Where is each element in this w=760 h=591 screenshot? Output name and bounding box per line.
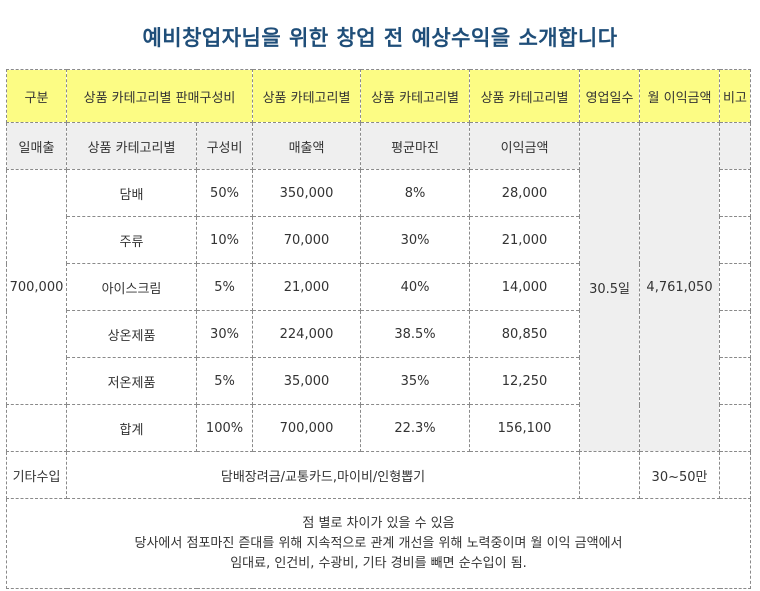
subheader-sales: 매출액 <box>252 122 362 170</box>
margin-cell: 30% <box>360 216 471 264</box>
header-business-days: 영업일수 <box>579 69 641 123</box>
total-profit: 156,100 <box>469 404 581 452</box>
ratio-cell: 10% <box>195 216 254 264</box>
subheader-row: 일매출 상품 카테고리별 구성비 매출액 평균마진 이익금액 30.5일 4,7… <box>6 122 752 452</box>
ratio-cell: 5% <box>195 263 254 311</box>
remarks-cell <box>719 451 752 499</box>
subheader-profit: 이익금액 <box>469 122 581 170</box>
remarks-cell <box>719 216 752 264</box>
total-margin: 22.3% <box>360 404 471 452</box>
profit-cell: 21,000 <box>469 216 581 264</box>
sales-cell: 70,000 <box>252 216 362 264</box>
other-income-description: 담배장려금/교통카드,마이비/인형뽑기 <box>65 451 581 499</box>
note-line: 점 별로 차이가 있을 수 있음 <box>302 515 455 531</box>
header-remarks: 비고 <box>719 69 752 123</box>
subheader-daily-sales: 일매출 <box>6 122 67 170</box>
header-row: 구분 상품 카테고리별 판매구성비 상품 카테고리별 상품 카테고리별 상품 카… <box>6 69 752 123</box>
note-cell: 점 별로 차이가 있을 수 있음 당사에서 점포마진 즏대를 위해 지속적으로 … <box>5 498 752 589</box>
empty-cell <box>6 404 67 452</box>
table-row: 주류 10% 70,000 30% 21,000 <box>7 216 752 264</box>
header-category-ratio: 상품 카테고리별 판매구성비 <box>65 69 254 123</box>
remarks-cell <box>719 404 752 452</box>
header-monthly-profit: 월 이익금액 <box>639 69 721 123</box>
category-cell: 아이스크림 <box>66 263 197 311</box>
note-line: 당사에서 점포마진 즏대를 위해 지속적으로 관계 개선을 위해 노력중이며 월… <box>134 535 623 551</box>
total-row: 합계 100% 700,000 22.3% 156,100 <box>6 404 752 452</box>
total-ratio: 100% <box>195 404 254 452</box>
table-row: 700,000 담배 50% 350,000 8% 28,000 <box>6 169 752 405</box>
total-sales: 700,000 <box>252 404 362 452</box>
table-row: 저온제품 5% 35,000 35% 12,250 <box>7 357 752 405</box>
sales-cell: 350,000 <box>252 169 362 217</box>
business-days-cell: 30.5일 <box>579 122 641 452</box>
subheader-category: 상품 카테고리별 <box>66 122 197 170</box>
daily-sales-cell: 700,000 <box>6 169 67 405</box>
sales-cell: 224,000 <box>252 310 362 358</box>
remarks-cell <box>719 310 752 358</box>
profit-cell: 14,000 <box>469 263 581 311</box>
margin-cell: 8% <box>360 169 471 217</box>
sales-cell: 21,000 <box>252 263 362 311</box>
category-cell: 주류 <box>66 216 197 264</box>
table-row: 상온제품 30% 224,000 38.5% 80,850 <box>7 310 752 358</box>
header-category-profit: 상품 카테고리별 <box>469 69 581 123</box>
other-income-amount: 30~50만 <box>639 451 721 499</box>
ratio-cell: 30% <box>195 310 254 358</box>
category-cell: 담배 <box>66 169 197 217</box>
remarks-cell <box>719 169 752 217</box>
category-cell: 저온제품 <box>66 357 197 405</box>
page-title: 예비창업자님을 위한 창업 전 예상수익을 소개합니다 <box>142 26 618 50</box>
margin-cell: 38.5% <box>360 310 471 358</box>
profit-cell: 80,850 <box>469 310 581 358</box>
margin-cell: 40% <box>360 263 471 311</box>
ratio-cell: 5% <box>195 357 254 405</box>
monthly-profit-cell: 4,761,050 <box>639 122 721 452</box>
total-label: 합계 <box>66 404 197 452</box>
profit-table: 구분 상품 카테고리별 판매구성비 상품 카테고리별 상품 카테고리별 상품 카… <box>5 69 752 589</box>
note-row: 점 별로 차이가 있을 수 있음 당사에서 점포마진 즏대를 위해 지속적으로 … <box>5 498 752 589</box>
remarks-cell <box>719 263 752 311</box>
sales-cell: 35,000 <box>252 357 362 405</box>
header-category-sales: 상품 카테고리별 <box>252 69 362 123</box>
ratio-cell: 50% <box>195 169 254 217</box>
category-cell: 상온제품 <box>66 310 197 358</box>
remarks-cell <box>719 357 752 405</box>
subheader-ratio: 구성비 <box>195 122 254 170</box>
remarks-cell <box>719 122 752 170</box>
profit-cell: 28,000 <box>469 169 581 217</box>
subheader-margin: 평균마진 <box>360 122 471 170</box>
note-line: 임대료, 인건비, 수광비, 기타 경비를 빼면 순수입이 됨. <box>230 555 527 571</box>
empty-cell <box>579 451 641 499</box>
header-category-margin: 상품 카테고리별 <box>360 69 471 123</box>
profit-cell: 12,250 <box>469 357 581 405</box>
table-row: 아이스크림 5% 21,000 40% 14,000 <box>7 263 752 311</box>
other-income-row: 기타수입 담배장려금/교통카드,마이비/인형뽑기 30~50만 <box>6 451 752 499</box>
margin-cell: 35% <box>360 357 471 405</box>
header-division: 구분 <box>6 69 67 123</box>
other-income-label: 기타수입 <box>6 451 67 499</box>
